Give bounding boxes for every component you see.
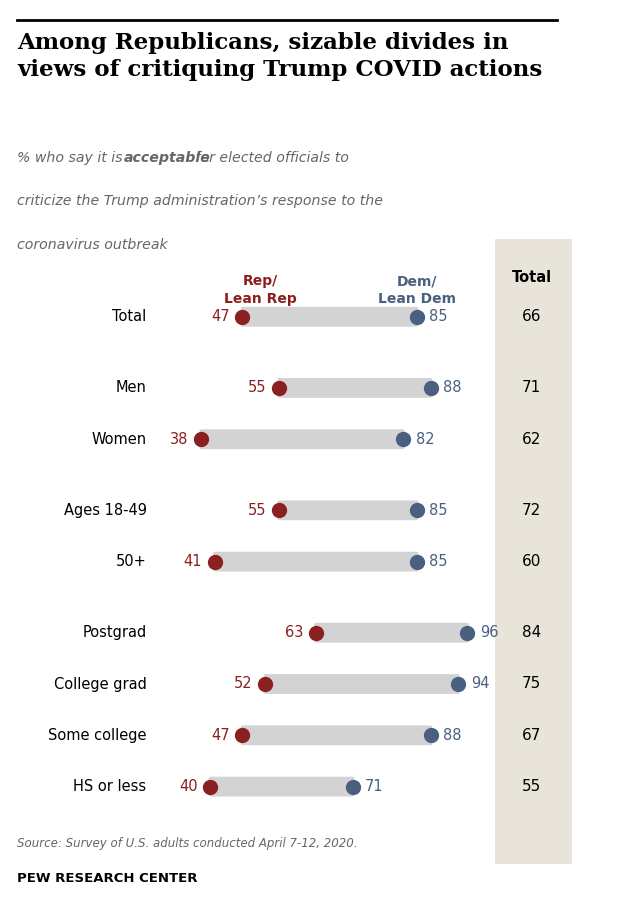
Text: Total: Total — [512, 270, 551, 285]
Text: for elected officials to: for elected officials to — [191, 151, 349, 166]
Text: 55: 55 — [248, 503, 266, 517]
FancyBboxPatch shape — [264, 674, 460, 694]
FancyBboxPatch shape — [278, 378, 432, 398]
Text: Among Republicans, sizable divides in
views of critiquing Trump COVID actions: Among Republicans, sizable divides in vi… — [17, 32, 543, 81]
Text: 84: 84 — [522, 626, 541, 640]
Text: Source: Survey of U.S. adults conducted April 7-12, 2020.: Source: Survey of U.S. adults conducted … — [17, 838, 358, 850]
Text: Dem/
Lean Dem: Dem/ Lean Dem — [378, 274, 456, 306]
Text: 62: 62 — [522, 432, 541, 446]
Text: 41: 41 — [184, 554, 202, 569]
Text: criticize the Trump administration’s response to the: criticize the Trump administration’s res… — [17, 194, 383, 209]
Text: 72: 72 — [522, 503, 541, 517]
Text: Total: Total — [112, 310, 146, 324]
Text: 60: 60 — [522, 554, 541, 569]
Text: 85: 85 — [430, 554, 448, 569]
Text: 52: 52 — [234, 677, 252, 691]
Text: HS or less: HS or less — [73, 779, 146, 794]
Text: Rep/
Lean Rep: Rep/ Lean Rep — [224, 274, 297, 306]
FancyBboxPatch shape — [314, 623, 469, 643]
Text: 94: 94 — [471, 677, 489, 691]
FancyBboxPatch shape — [213, 552, 418, 572]
Text: College grad: College grad — [53, 677, 146, 691]
Text: 55: 55 — [522, 779, 541, 794]
Text: PEW RESEARCH CENTER: PEW RESEARCH CENTER — [17, 872, 198, 885]
Text: coronavirus outbreak: coronavirus outbreak — [17, 238, 168, 252]
Text: 67: 67 — [522, 728, 541, 742]
Text: 47: 47 — [211, 728, 230, 742]
Text: 85: 85 — [430, 503, 448, 517]
Text: % who say it is: % who say it is — [17, 151, 127, 166]
FancyBboxPatch shape — [278, 500, 418, 520]
FancyBboxPatch shape — [495, 238, 572, 864]
Text: Men: Men — [116, 381, 146, 395]
FancyBboxPatch shape — [241, 307, 418, 327]
Text: 75: 75 — [522, 677, 541, 691]
Text: 66: 66 — [522, 310, 541, 324]
FancyBboxPatch shape — [241, 725, 432, 745]
Text: 63: 63 — [285, 626, 303, 640]
FancyBboxPatch shape — [199, 429, 405, 449]
Text: 47: 47 — [211, 310, 230, 324]
Text: 85: 85 — [430, 310, 448, 324]
Text: 55: 55 — [248, 381, 266, 395]
Text: 40: 40 — [179, 779, 198, 794]
Text: 88: 88 — [443, 728, 462, 742]
Text: Women: Women — [92, 432, 146, 446]
Text: 50+: 50+ — [116, 554, 146, 569]
Text: 96: 96 — [480, 626, 499, 640]
Text: 71: 71 — [365, 779, 384, 794]
Text: Some college: Some college — [48, 728, 146, 742]
Text: Ages 18-49: Ages 18-49 — [63, 503, 146, 517]
Text: 88: 88 — [443, 381, 462, 395]
Text: 71: 71 — [522, 381, 541, 395]
FancyBboxPatch shape — [208, 777, 354, 797]
Text: acceptable: acceptable — [124, 151, 210, 166]
Text: 82: 82 — [416, 432, 435, 446]
Text: 38: 38 — [170, 432, 188, 446]
Text: Postgrad: Postgrad — [82, 626, 146, 640]
